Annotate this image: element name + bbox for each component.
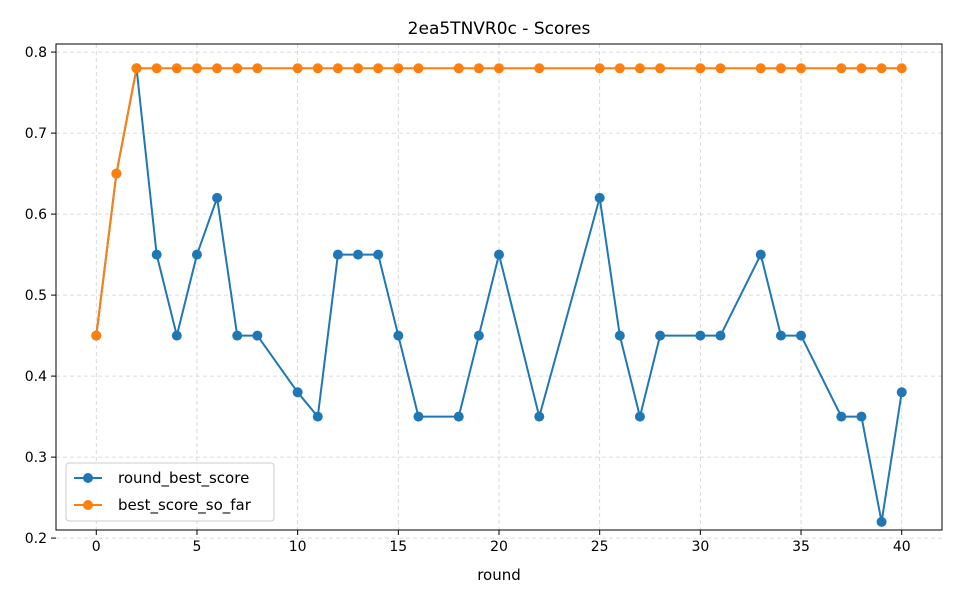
data-point-round_best_score — [332, 249, 343, 260]
data-point-round_best_score — [856, 411, 867, 422]
chart-title: 2ea5TNVR0c - Scores — [408, 19, 591, 39]
x-tick-label: 0 — [92, 539, 101, 555]
y-tick-label: 0.5 — [25, 288, 47, 304]
data-point-best_score_so_far — [332, 63, 343, 74]
legend: round_best_score best_score_so_far — [65, 462, 275, 522]
x-tick-label: 15 — [389, 539, 407, 555]
data-point-best_score_so_far — [473, 63, 484, 74]
data-point-round_best_score — [614, 330, 625, 341]
data-point-round_best_score — [232, 330, 243, 341]
data-point-best_score_so_far — [695, 63, 706, 74]
grid — [56, 44, 942, 539]
y-tick-label: 0.8 — [25, 45, 47, 61]
data-point-best_score_so_far — [634, 63, 645, 74]
data-point-best_score_so_far — [534, 63, 545, 74]
data-point-round_best_score — [534, 411, 545, 422]
data-point-best_score_so_far — [453, 63, 464, 74]
x-tick-label: 35 — [792, 539, 810, 555]
data-point-best_score_so_far — [232, 63, 243, 74]
legend-box — [65, 462, 275, 522]
legend-item-best_score_so_far: best_score_so_far — [74, 496, 252, 515]
data-point-round_best_score — [876, 516, 887, 527]
data-point-best_score_so_far — [876, 63, 887, 74]
data-point-round_best_score — [151, 249, 162, 260]
data-point-round_best_score — [171, 330, 182, 341]
data-point-round_best_score — [655, 330, 666, 341]
y-tick-label: 0.3 — [25, 450, 47, 466]
x-tick-label: 5 — [192, 539, 201, 555]
data-point-best_score_so_far — [715, 63, 726, 74]
data-point-round_best_score — [634, 411, 645, 422]
data-point-round_best_score — [796, 330, 807, 341]
x-tick-label: 20 — [490, 539, 508, 555]
data-point-best_score_so_far — [856, 63, 867, 74]
legend-marker — [83, 500, 93, 510]
data-point-round_best_score — [896, 387, 907, 398]
x-tick-label: 30 — [691, 539, 709, 555]
data-point-best_score_so_far — [111, 168, 122, 179]
data-point-best_score_so_far — [292, 63, 303, 74]
x-tick-label: 40 — [893, 539, 911, 555]
data-point-best_score_so_far — [91, 330, 102, 341]
data-point-round_best_score — [453, 411, 464, 422]
data-point-best_score_so_far — [413, 63, 424, 74]
series-best_score_so_far — [91, 63, 907, 341]
y-tick-label: 0.6 — [25, 207, 47, 223]
data-point-round_best_score — [393, 330, 404, 341]
data-point-best_score_so_far — [655, 63, 666, 74]
data-point-round_best_score — [312, 411, 323, 422]
data-point-best_score_so_far — [252, 63, 263, 74]
x-tick-label: 10 — [289, 539, 307, 555]
data-point-round_best_score — [373, 249, 384, 260]
data-point-best_score_so_far — [212, 63, 223, 74]
data-point-best_score_so_far — [836, 63, 847, 74]
axis-ticks: 0 5 10 15 20 25 30 35 40 0.2 0.3 0.4 0.5 0.6 0.7 0.8 — [25, 45, 911, 555]
series-layer — [91, 63, 907, 527]
data-point-best_score_so_far — [614, 63, 625, 74]
x-axis-label: round — [477, 566, 521, 584]
data-point-round_best_score — [715, 330, 726, 341]
data-point-round_best_score — [594, 192, 605, 203]
data-point-best_score_so_far — [755, 63, 766, 74]
legend-label: best_score_so_far — [118, 496, 252, 515]
y-tick-label: 0.4 — [25, 369, 47, 385]
data-point-round_best_score — [252, 330, 263, 341]
data-point-round_best_score — [775, 330, 786, 341]
data-point-best_score_so_far — [494, 63, 504, 74]
data-point-round_best_score — [292, 387, 303, 398]
data-point-best_score_so_far — [131, 63, 142, 74]
data-point-best_score_so_far — [373, 63, 384, 74]
y-tick-label: 0.7 — [25, 126, 47, 142]
legend-item-round_best_score: round_best_score — [74, 469, 249, 488]
data-point-round_best_score — [191, 249, 202, 260]
data-point-best_score_so_far — [191, 63, 202, 74]
data-point-best_score_so_far — [796, 63, 807, 74]
data-point-best_score_so_far — [775, 63, 786, 74]
data-point-best_score_so_far — [312, 63, 323, 74]
data-point-round_best_score — [413, 411, 424, 422]
data-point-round_best_score — [755, 249, 766, 260]
data-point-round_best_score — [212, 192, 223, 203]
x-tick-label: 25 — [591, 539, 609, 555]
y-tick-label: 0.2 — [25, 531, 47, 547]
data-point-best_score_so_far — [353, 63, 364, 74]
data-point-round_best_score — [695, 330, 706, 341]
data-point-best_score_so_far — [151, 63, 162, 74]
data-point-round_best_score — [494, 249, 504, 260]
data-point-round_best_score — [353, 249, 364, 260]
data-point-best_score_so_far — [896, 63, 907, 74]
legend-marker — [83, 473, 93, 483]
data-point-best_score_so_far — [171, 63, 182, 74]
data-point-round_best_score — [836, 411, 847, 422]
data-point-round_best_score — [473, 330, 484, 341]
legend-label: round_best_score — [118, 469, 249, 488]
data-point-best_score_so_far — [393, 63, 404, 74]
data-point-best_score_so_far — [594, 63, 605, 74]
